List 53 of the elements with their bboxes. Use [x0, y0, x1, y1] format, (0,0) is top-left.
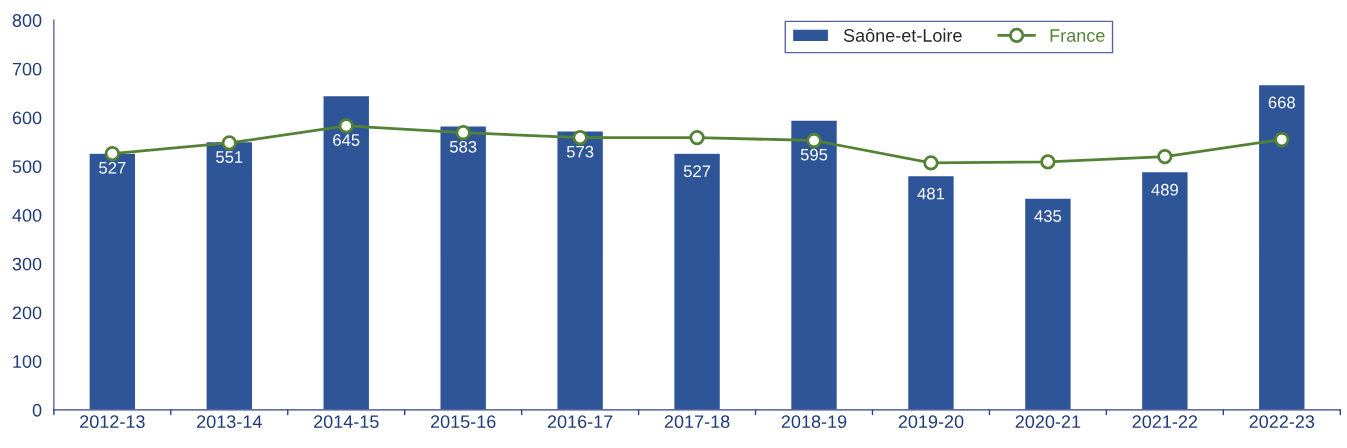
- y-tick-label: 300: [12, 257, 42, 271]
- bar: [322, 94, 371, 410]
- bar: [672, 152, 722, 410]
- x-tick-label: 2022-23: [1249, 415, 1315, 429]
- point: [1157, 148, 1173, 165]
- data-label: 668: [1268, 96, 1295, 109]
- data-label: 489: [1151, 183, 1178, 196]
- data-label: 435: [1034, 210, 1062, 222]
- bar: [556, 130, 605, 410]
- point: [104, 146, 120, 162]
- y-tick-label: 600: [12, 111, 42, 125]
- bar: [439, 125, 488, 410]
- data-label: 481: [917, 187, 945, 200]
- x-tick-label: 2018-19: [781, 415, 847, 429]
- point: [572, 129, 588, 146]
- point: [338, 118, 354, 134]
- point: [1040, 154, 1056, 170]
- bar: [789, 119, 839, 410]
- data-label: 573: [566, 145, 594, 158]
- x-tick-label: 2013-14: [197, 415, 262, 429]
- y-tick-label: 500: [12, 160, 42, 174]
- y-tick-label: 400: [12, 208, 42, 222]
- x-tick-label: 2014-15: [314, 415, 379, 429]
- bar: [906, 174, 956, 410]
- y-tick-label: 800: [12, 14, 42, 27]
- point: [689, 129, 705, 146]
- data-label: 595: [800, 148, 828, 161]
- y-tick-label: 200: [12, 306, 42, 320]
- point: [221, 135, 237, 151]
- y-tick-label: 100: [13, 355, 42, 368]
- legend-label: Saône-et-Loire: [843, 28, 962, 42]
- point: [455, 125, 471, 141]
- point: [806, 132, 822, 149]
- x-tick-label: 2012-13: [80, 415, 145, 429]
- point: [1274, 131, 1290, 148]
- x-tick-label: 2017-18: [664, 415, 730, 429]
- data-label: 645: [333, 134, 360, 146]
- data-label: 527: [683, 165, 711, 178]
- legend-label: France: [1050, 29, 1105, 42]
- data-label: 551: [216, 151, 243, 163]
- x-tick-label: 2020-21: [1015, 415, 1081, 429]
- x-tick-label: 2015-16: [430, 415, 496, 429]
- y-tick-label: 0: [32, 403, 42, 417]
- x-tick-label: 2019-20: [898, 415, 964, 429]
- data-label: 527: [99, 161, 126, 174]
- y-tick-label: 700: [12, 62, 42, 76]
- bar: [1140, 170, 1189, 410]
- data-label: 583: [449, 140, 477, 153]
- bar: [1257, 83, 1306, 410]
- x-tick-label: 2016-17: [547, 415, 613, 429]
- x-tick-label: 2021-22: [1132, 415, 1198, 429]
- point: [923, 155, 939, 171]
- bar: [1023, 197, 1072, 410]
